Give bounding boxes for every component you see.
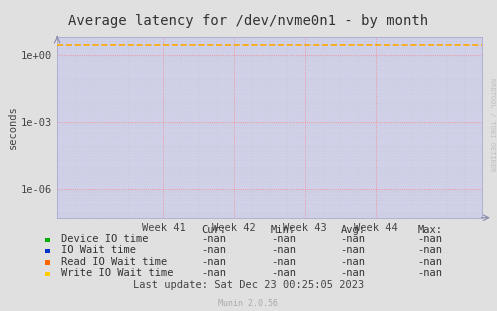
Text: -nan: -nan xyxy=(417,268,442,278)
Text: Min:: Min: xyxy=(271,225,296,235)
Text: -nan: -nan xyxy=(201,234,226,244)
Y-axis label: seconds: seconds xyxy=(8,106,18,149)
Text: -nan: -nan xyxy=(340,257,365,267)
Text: -nan: -nan xyxy=(417,257,442,267)
Text: -nan: -nan xyxy=(340,268,365,278)
Text: Max:: Max: xyxy=(417,225,442,235)
Text: -nan: -nan xyxy=(340,234,365,244)
Text: Last update: Sat Dec 23 00:25:05 2023: Last update: Sat Dec 23 00:25:05 2023 xyxy=(133,281,364,290)
Text: -nan: -nan xyxy=(201,245,226,255)
Text: -nan: -nan xyxy=(201,257,226,267)
Text: -nan: -nan xyxy=(201,268,226,278)
Text: Munin 2.0.56: Munin 2.0.56 xyxy=(219,299,278,308)
Text: -nan: -nan xyxy=(271,268,296,278)
Text: RRDTOOL / TOBI OETIKER: RRDTOOL / TOBI OETIKER xyxy=(489,78,495,171)
Text: Device IO time: Device IO time xyxy=(61,234,149,244)
Text: IO Wait time: IO Wait time xyxy=(61,245,136,255)
Text: Write IO Wait time: Write IO Wait time xyxy=(61,268,173,278)
Text: Average latency for /dev/nvme0n1 - by month: Average latency for /dev/nvme0n1 - by mo… xyxy=(69,14,428,28)
Text: -nan: -nan xyxy=(340,245,365,255)
Text: -nan: -nan xyxy=(271,245,296,255)
Text: Avg:: Avg: xyxy=(340,225,365,235)
Text: Cur:: Cur: xyxy=(201,225,226,235)
Text: -nan: -nan xyxy=(271,257,296,267)
Text: Read IO Wait time: Read IO Wait time xyxy=(61,257,167,267)
Text: -nan: -nan xyxy=(271,234,296,244)
Text: -nan: -nan xyxy=(417,234,442,244)
Text: -nan: -nan xyxy=(417,245,442,255)
